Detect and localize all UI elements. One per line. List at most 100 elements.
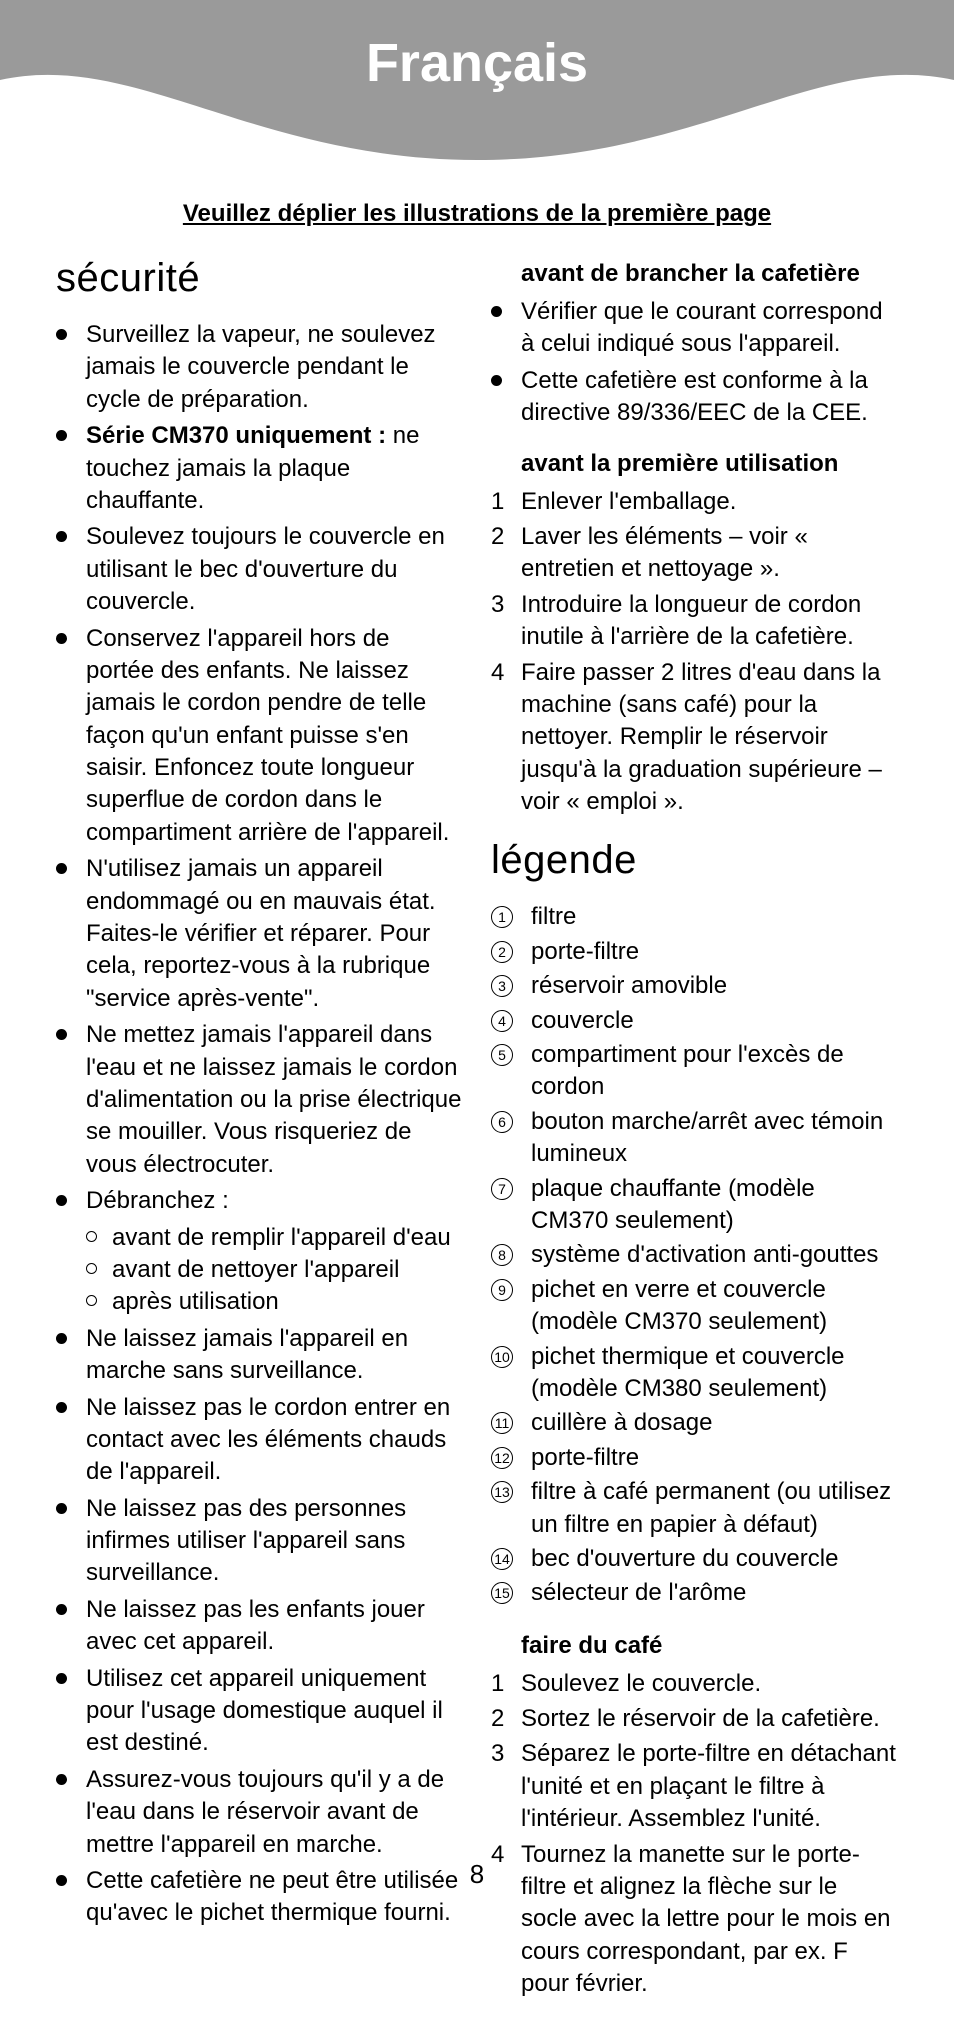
bullet-icon — [56, 633, 67, 644]
legend-item: 4couvercle — [491, 1005, 898, 1037]
legend-text: filtre à café permanent (ou utilisez un … — [531, 1476, 898, 1541]
list-item: Assurez-vous toujours qu'il y a de l'eau… — [56, 1764, 463, 1861]
legend-item: 3réservoir amovible — [491, 970, 898, 1002]
item-text: Faire passer 2 litres d'eau dans la mach… — [521, 657, 898, 819]
list-item-text: Vérifier que le courant correspond à cel… — [521, 296, 898, 361]
legend-text: compartiment pour l'excès de cordon — [531, 1039, 898, 1104]
legend-text: porte-filtre — [531, 1442, 898, 1474]
legend-text: plaque chauffante (modèle CM370 seulemen… — [531, 1173, 898, 1238]
numbered-item: 3Séparez le porte-filtre en détachant l'… — [491, 1738, 898, 1835]
list-item-text: Surveillez la vapeur, ne soulevez jamais… — [86, 319, 463, 416]
bullet-icon — [56, 430, 67, 441]
legend-number-icon: 4 — [491, 1010, 513, 1032]
item-text: Sortez le réservoir de la cafetière. — [521, 1703, 898, 1735]
bullet-icon — [56, 1195, 67, 1206]
sub-list-item: avant de nettoyer l'appareil — [86, 1254, 463, 1286]
legend-text: cuillère à dosage — [531, 1407, 898, 1439]
hollow-bullet-icon — [86, 1295, 97, 1306]
list-item-text: Soulevez toujours le couvercle en utilis… — [86, 521, 463, 618]
item-number: 1 — [491, 486, 521, 518]
bullet-icon — [56, 1029, 67, 1040]
legend-item: 9pichet en verre et couvercle (modèle CM… — [491, 1274, 898, 1339]
item-text: Laver les éléments – voir « entretien et… — [521, 521, 898, 586]
sub-list-item: après utilisation — [86, 1286, 463, 1318]
left-column: sécurité Surveillez la vapeur, ne soulev… — [56, 256, 463, 2021]
list-item: Cette cafetière est conforme à la direct… — [491, 365, 898, 430]
legend-number-icon: 13 — [491, 1481, 513, 1503]
security-bullets: Surveillez la vapeur, ne soulevez jamais… — [56, 319, 463, 1930]
legend-number-icon: 1 — [491, 906, 513, 928]
before-plug-heading: avant de brancher la cafetière — [521, 260, 898, 288]
bullet-icon — [56, 1333, 67, 1344]
legend-item: 12porte-filtre — [491, 1442, 898, 1474]
list-item: Conservez l'appareil hors de portée des … — [56, 623, 463, 850]
legend-item: 5compartiment pour l'excès de cordon — [491, 1039, 898, 1104]
list-item-text: Ne laissez pas les enfants jouer avec ce… — [86, 1594, 463, 1659]
sub-list: avant de remplir l'appareil d'eauavant d… — [86, 1222, 463, 1319]
sub-list-wrapper: avant de remplir l'appareil d'eauavant d… — [56, 1222, 463, 1319]
legend-item: 14bec d'ouverture du couvercle — [491, 1543, 898, 1575]
legend-text: pichet thermique et couvercle (modèle CM… — [531, 1341, 898, 1406]
bullet-icon — [56, 1503, 67, 1514]
legend-text: porte-filtre — [531, 936, 898, 968]
numbered-item: 2Laver les éléments – voir « entretien e… — [491, 521, 898, 586]
make-coffee-list: 1Soulevez le couvercle.2Sortez le réserv… — [491, 1668, 898, 2001]
item-text: Soulevez le couvercle. — [521, 1668, 898, 1700]
list-item: Série CM370 uniquement : ne touchez jama… — [56, 420, 463, 517]
numbered-item: 4Faire passer 2 litres d'eau dans la mac… — [491, 657, 898, 819]
first-use-heading: avant la première utilisation — [521, 450, 898, 478]
list-item: Surveillez la vapeur, ne soulevez jamais… — [56, 319, 463, 416]
first-use-list: 1Enlever l'emballage.2Laver les éléments… — [491, 486, 898, 819]
language-banner: Français — [0, 0, 954, 170]
item-number: 4 — [491, 657, 521, 689]
make-coffee-heading: faire du café — [521, 1632, 898, 1660]
sub-list-item: avant de remplir l'appareil d'eau — [86, 1222, 463, 1254]
item-number: 1 — [491, 1668, 521, 1700]
list-item-text: N'utilisez jamais un appareil endommagé … — [86, 853, 463, 1015]
list-item-text: Ne laissez jamais l'appareil en marche s… — [86, 1323, 463, 1388]
list-item-text: Utilisez cet appareil uniquement pour l'… — [86, 1663, 463, 1760]
list-item: Soulevez toujours le couvercle en utilis… — [56, 521, 463, 618]
numbered-item: 1Enlever l'emballage. — [491, 486, 898, 518]
legend-item: 15 sélecteur de l'arôme — [491, 1577, 898, 1609]
list-item-text: Ne laissez pas des personnes infirmes ut… — [86, 1493, 463, 1590]
bullet-icon — [56, 1402, 67, 1413]
legend-text: système d'activation anti-gouttes — [531, 1239, 898, 1271]
item-text: Introduire la longueur de cordon inutile… — [521, 589, 898, 654]
legend-number-icon: 2 — [491, 941, 513, 963]
legend-item: 10 pichet thermique et couvercle (modèle … — [491, 1341, 898, 1406]
bullet-icon — [56, 329, 67, 340]
bullet-icon — [56, 863, 67, 874]
legend-list: 1filtre2porte-filtre3réservoir amovible4… — [491, 901, 898, 1609]
item-number: 3 — [491, 589, 521, 621]
page-number: 8 — [0, 1859, 954, 1890]
list-item: Ne laissez pas le cordon entrer en conta… — [56, 1392, 463, 1489]
legend-text: sélecteur de l'arôme — [531, 1577, 898, 1609]
list-item-text: Ne mettez jamais l'appareil dans l'eau e… — [86, 1019, 463, 1181]
legend-number-icon: 8 — [491, 1244, 513, 1266]
list-item: Vérifier que le courant correspond à cel… — [491, 296, 898, 361]
sub-list-item-text: avant de nettoyer l'appareil — [112, 1254, 399, 1286]
legend-number-icon: 3 — [491, 975, 513, 997]
legend-number-icon: 15 — [491, 1582, 513, 1604]
unfold-instruction: Veuillez déplier les illustrations de la… — [70, 200, 884, 228]
legend-text: bec d'ouverture du couvercle — [531, 1543, 898, 1575]
list-item-text: Débranchez : — [86, 1185, 463, 1217]
list-item-text: Ne laissez pas le cordon entrer en conta… — [86, 1392, 463, 1489]
legend-text: bouton marche/arrêt avec témoin lumineux — [531, 1106, 898, 1171]
legend-number-icon: 9 — [491, 1279, 513, 1301]
legend-item: 6bouton marche/arrêt avec témoin lumineu… — [491, 1106, 898, 1171]
legend-item: 1filtre — [491, 901, 898, 933]
item-number: 2 — [491, 1703, 521, 1735]
numbered-item: 2Sortez le réservoir de la cafetière. — [491, 1703, 898, 1735]
list-item: Ne mettez jamais l'appareil dans l'eau e… — [56, 1019, 463, 1181]
bullet-icon — [491, 306, 502, 317]
before-plug-bullets: Vérifier que le courant correspond à cel… — [491, 296, 898, 430]
hollow-bullet-icon — [86, 1231, 97, 1242]
list-item: Utilisez cet appareil uniquement pour l'… — [56, 1663, 463, 1760]
bullet-icon — [56, 1673, 67, 1684]
list-item: Ne laissez pas les enfants jouer avec ce… — [56, 1594, 463, 1659]
legend-number-icon: 10 — [491, 1346, 513, 1368]
item-number: 3 — [491, 1738, 521, 1770]
list-item-text: Cette cafetière est conforme à la direct… — [521, 365, 898, 430]
